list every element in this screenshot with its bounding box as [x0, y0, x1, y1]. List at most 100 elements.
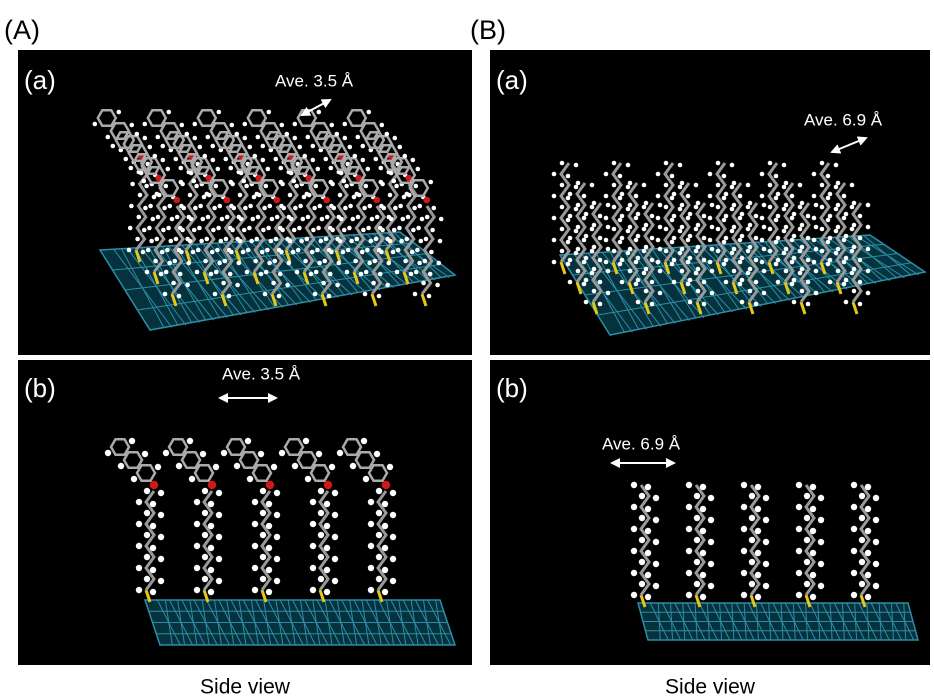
hydrogen	[628, 181, 633, 186]
subpanel-label: (a)	[24, 65, 56, 95]
hydrogen	[626, 185, 631, 190]
hydrogen	[658, 269, 663, 274]
hydrogen	[644, 245, 649, 250]
annotation: Ave. 6.9 Å	[602, 434, 681, 453]
hydrogen	[376, 576, 382, 582]
hydrogen	[150, 501, 156, 507]
hydrogen	[612, 249, 617, 254]
hydrogen	[375, 215, 380, 220]
hydrogen	[686, 238, 691, 243]
hydrogen	[606, 291, 611, 296]
hydrogen	[620, 280, 625, 285]
hydrogen	[179, 180, 184, 185]
hydrogen	[762, 203, 767, 208]
hydrogen	[818, 495, 824, 501]
hydrogen	[560, 161, 565, 166]
hydrogen	[292, 179, 297, 184]
hydrogen	[680, 269, 685, 274]
hydrogen	[746, 249, 751, 254]
hydrogen	[812, 216, 817, 221]
hydrogen	[852, 267, 857, 272]
hydrogen	[852, 223, 857, 228]
hydrogen	[156, 215, 161, 220]
hydrogen	[309, 272, 314, 277]
hydrogen	[185, 132, 190, 137]
hydrogen	[774, 196, 779, 201]
hydrogen	[670, 196, 675, 201]
hydrogen	[379, 180, 384, 185]
hydrogen	[738, 282, 743, 287]
hydrogen	[317, 110, 322, 115]
hydrogen	[686, 260, 691, 265]
hydrogen	[136, 587, 142, 593]
hydrogen	[260, 576, 266, 582]
hydrogen	[145, 270, 150, 275]
hydrogen	[865, 528, 871, 534]
hydrogen	[768, 249, 773, 254]
hydrogen	[724, 280, 729, 285]
oxygen	[150, 481, 158, 489]
hydrogen	[409, 272, 414, 277]
hydrogen	[369, 239, 374, 244]
hydrogen	[818, 517, 824, 523]
hydrogen	[634, 260, 639, 265]
hydrogen	[700, 572, 706, 578]
hydrogen	[191, 250, 196, 255]
hydrogen	[568, 192, 573, 197]
hydrogen	[318, 554, 324, 560]
hydrogen	[228, 272, 233, 277]
hydrogen	[738, 194, 743, 199]
hydrogen	[249, 239, 254, 244]
hydrogen	[754, 236, 759, 241]
hydrogen	[129, 166, 134, 171]
hydrogen	[144, 510, 150, 516]
annotation: Ave. 3.5 Å	[275, 71, 354, 90]
hydrogen	[274, 490, 280, 496]
hydrogen	[741, 526, 747, 532]
hydrogen	[592, 223, 597, 228]
hydrogen	[634, 216, 639, 221]
hydrogen	[732, 269, 737, 274]
hydrogen	[146, 248, 151, 253]
hydrogen	[338, 239, 343, 244]
hydrogen	[796, 482, 802, 488]
hydrogen	[590, 205, 595, 210]
hydrogen	[628, 225, 633, 230]
hydrogen	[708, 561, 714, 567]
hydrogen	[221, 281, 226, 286]
hydrogen	[566, 218, 571, 223]
hydrogen	[636, 256, 641, 261]
hydrogen	[650, 236, 655, 241]
hydrogen	[223, 259, 228, 264]
hydrogen	[642, 227, 647, 232]
hydrogen	[247, 476, 253, 482]
hydrogen	[796, 548, 802, 554]
hydrogen	[399, 239, 404, 244]
hydrogen	[303, 438, 309, 444]
hydrogen	[356, 135, 361, 140]
hydrogen	[658, 225, 663, 230]
hydrogen	[403, 154, 408, 159]
hydrogen	[175, 215, 180, 220]
hydrogen	[208, 589, 214, 595]
hydrogen	[634, 282, 639, 287]
hydrogen	[382, 501, 388, 507]
hydrogen	[834, 185, 839, 190]
hydrogen	[230, 228, 235, 233]
hydrogen	[332, 556, 338, 562]
hydrogen	[782, 185, 787, 190]
hydrogen	[710, 269, 715, 274]
hydrogen	[746, 227, 751, 232]
hydrogen	[192, 228, 197, 233]
hydrogen	[225, 215, 230, 220]
hydrogen	[432, 206, 437, 211]
hydrogen	[344, 184, 349, 189]
hydrogen	[193, 206, 198, 211]
hydrogen	[710, 291, 715, 296]
hydrogen	[194, 499, 200, 505]
hydrogen	[378, 272, 383, 277]
hydrogen	[355, 237, 360, 242]
hydrogen	[428, 272, 433, 277]
hydrogen	[873, 539, 879, 545]
hydrogen	[628, 247, 633, 252]
